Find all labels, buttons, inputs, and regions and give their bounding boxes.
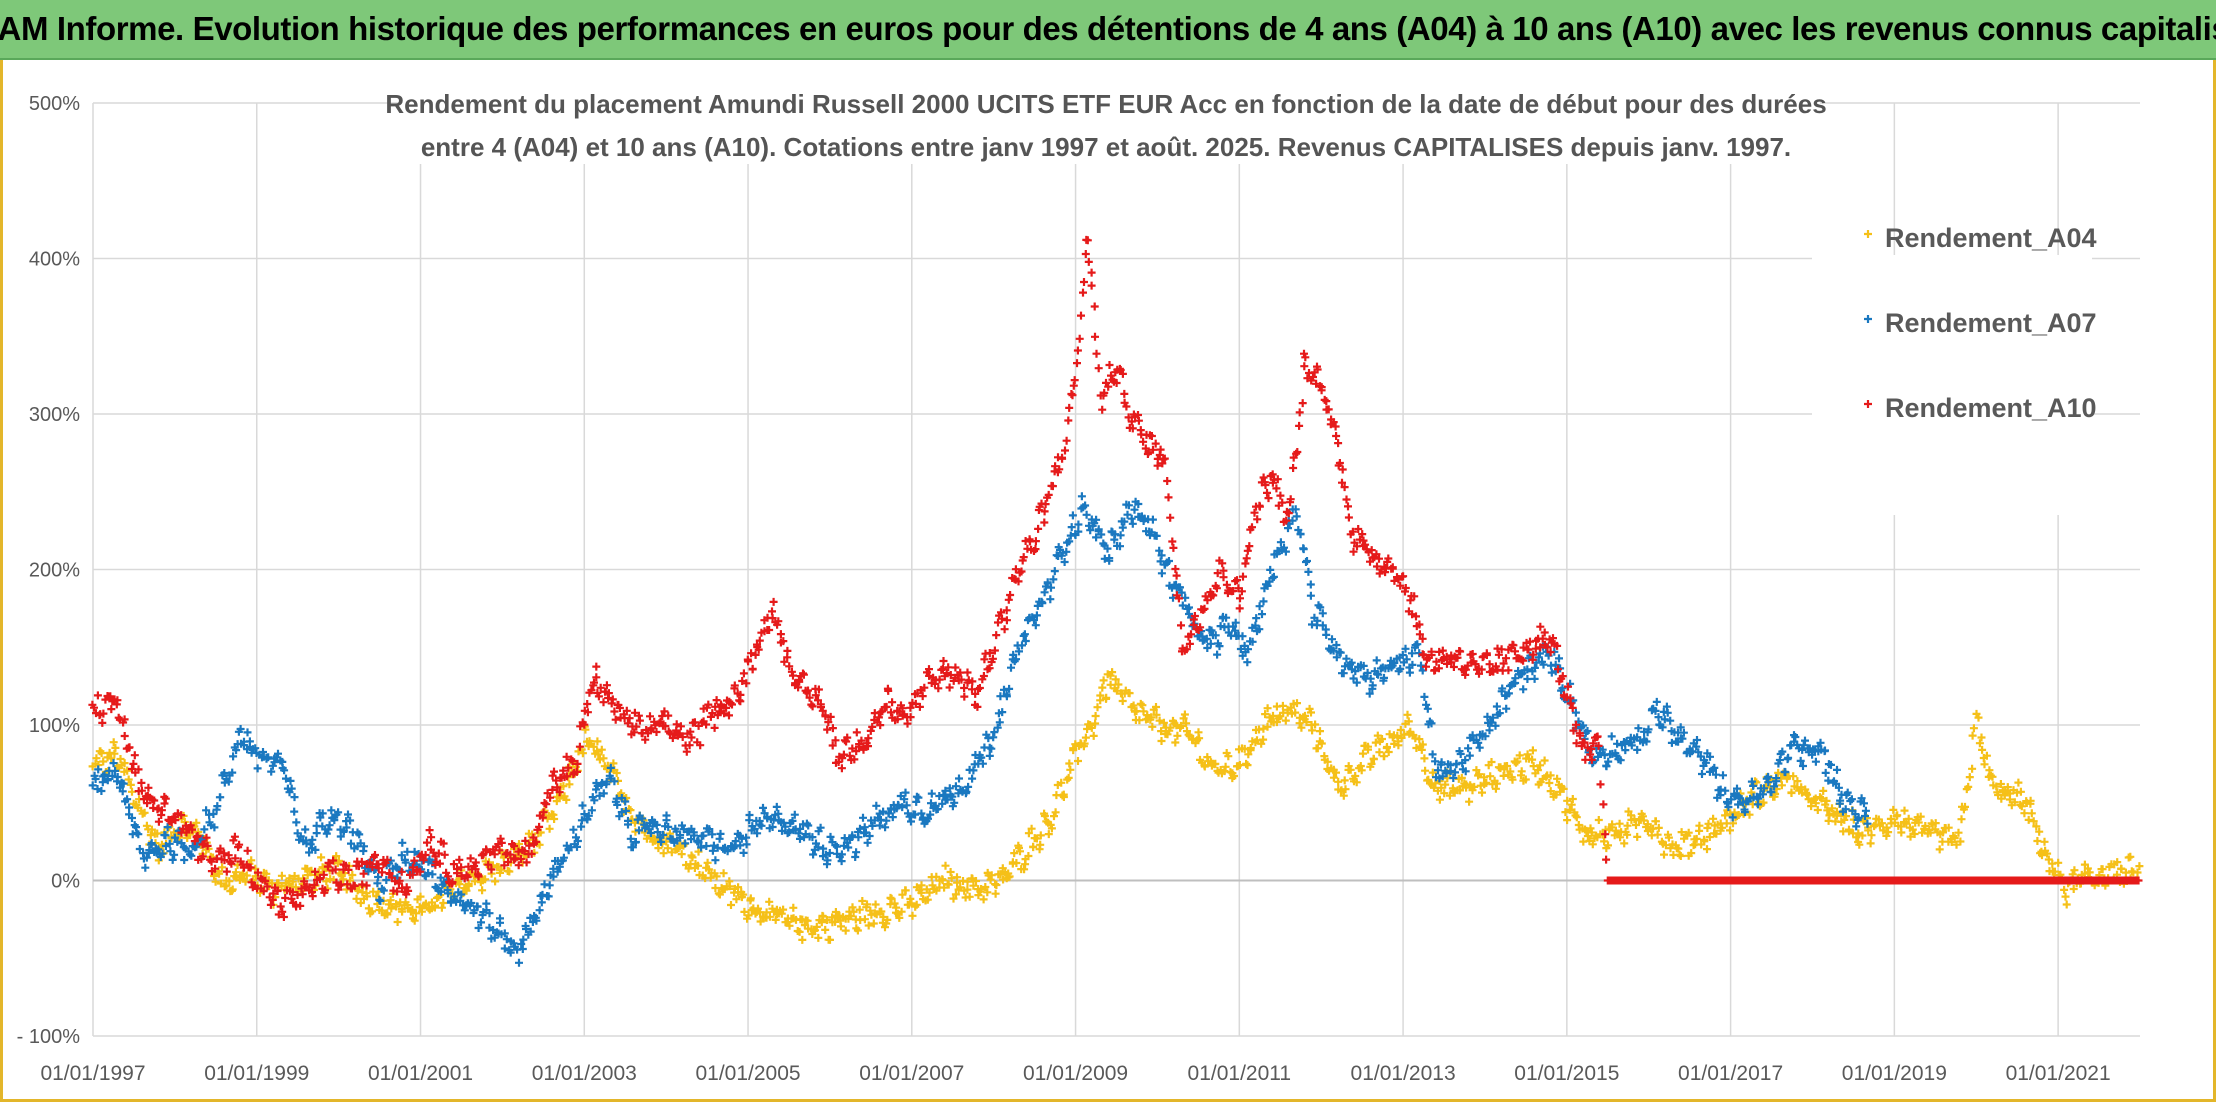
banner-title: ADAM Informe. Evolution historique des p… — [0, 10, 2216, 47]
legend-label: Rendement_A04 — [1885, 223, 2097, 253]
y-tick-label: - 100% — [17, 1026, 81, 1048]
chart-title-line-2: entre 4 (A04) et 10 ans (A10). Cotations… — [421, 132, 1791, 162]
y-tick-label: 100% — [29, 715, 80, 737]
series-markers-Rendement_A07 — [88, 492, 1872, 967]
x-tick-label: 01/01/2021 — [2006, 1062, 2111, 1085]
series-Rendement_A07 — [88, 492, 1872, 967]
legend-background — [1812, 255, 2092, 515]
x-tick-label: 01/01/2011 — [1188, 1062, 1292, 1085]
x-tick-label: 01/01/2013 — [1351, 1062, 1456, 1085]
chart-title-background — [400, 82, 1820, 164]
x-tick-label: 01/01/1997 — [40, 1062, 145, 1085]
y-tick-label: 300% — [29, 404, 80, 426]
scatter-chart: - 100%0%100%200%300%400%500% 01/01/1997 0… — [17, 82, 2144, 1085]
y-tick-label: 200% — [29, 560, 80, 582]
series-Rendement_A04 — [88, 668, 2144, 944]
banner: ADAM Informe. Evolution historique des p… — [0, 0, 2216, 60]
x-tick-label: 01/01/2009 — [1023, 1062, 1128, 1085]
x-tick-label: 01/01/2015 — [1514, 1062, 1619, 1085]
y-axis: - 100% 0% 100% 200% 300% 400% 500% — [17, 93, 81, 1048]
x-tick-label: 01/01/2001 — [368, 1062, 473, 1085]
legend-label: Rendement_A10 — [1885, 393, 2097, 423]
legend-label: Rendement_A07 — [1885, 308, 2097, 338]
x-tick-label: 01/01/2003 — [532, 1062, 637, 1085]
series-markers-Rendement_A04 — [88, 668, 2144, 944]
y-tick-label: 0% — [51, 871, 80, 893]
x-tick-label: 01/01/2007 — [859, 1062, 964, 1085]
gridlines — [92, 102, 2140, 1037]
x-axis: 01/01/1997 01/01/1999 01/01/2001 01/01/2003… — [40, 1062, 2110, 1085]
y-tick-label: 500% — [29, 93, 80, 115]
series-Rendement_A10 — [88, 235, 2143, 921]
legend: Rendement_A04 Rendement_A07 Rendement_A10 — [1812, 223, 2097, 515]
legend-marker — [1864, 315, 1872, 323]
x-tick-label: 01/01/2005 — [695, 1062, 800, 1085]
x-tick-label: 01/01/1999 — [204, 1062, 309, 1085]
legend-marker — [1864, 400, 1872, 408]
x-tick-label: 01/01/2019 — [1842, 1062, 1947, 1085]
legend-marker — [1864, 230, 1872, 238]
chart-title-line-1: Rendement du placement Amundi Russell 20… — [385, 89, 1826, 119]
data-points — [88, 235, 2144, 967]
series-markers-Rendement_A10 — [88, 235, 2143, 921]
x-tick-label: 01/01/2017 — [1678, 1062, 1783, 1085]
y-tick-label: 400% — [29, 249, 80, 271]
